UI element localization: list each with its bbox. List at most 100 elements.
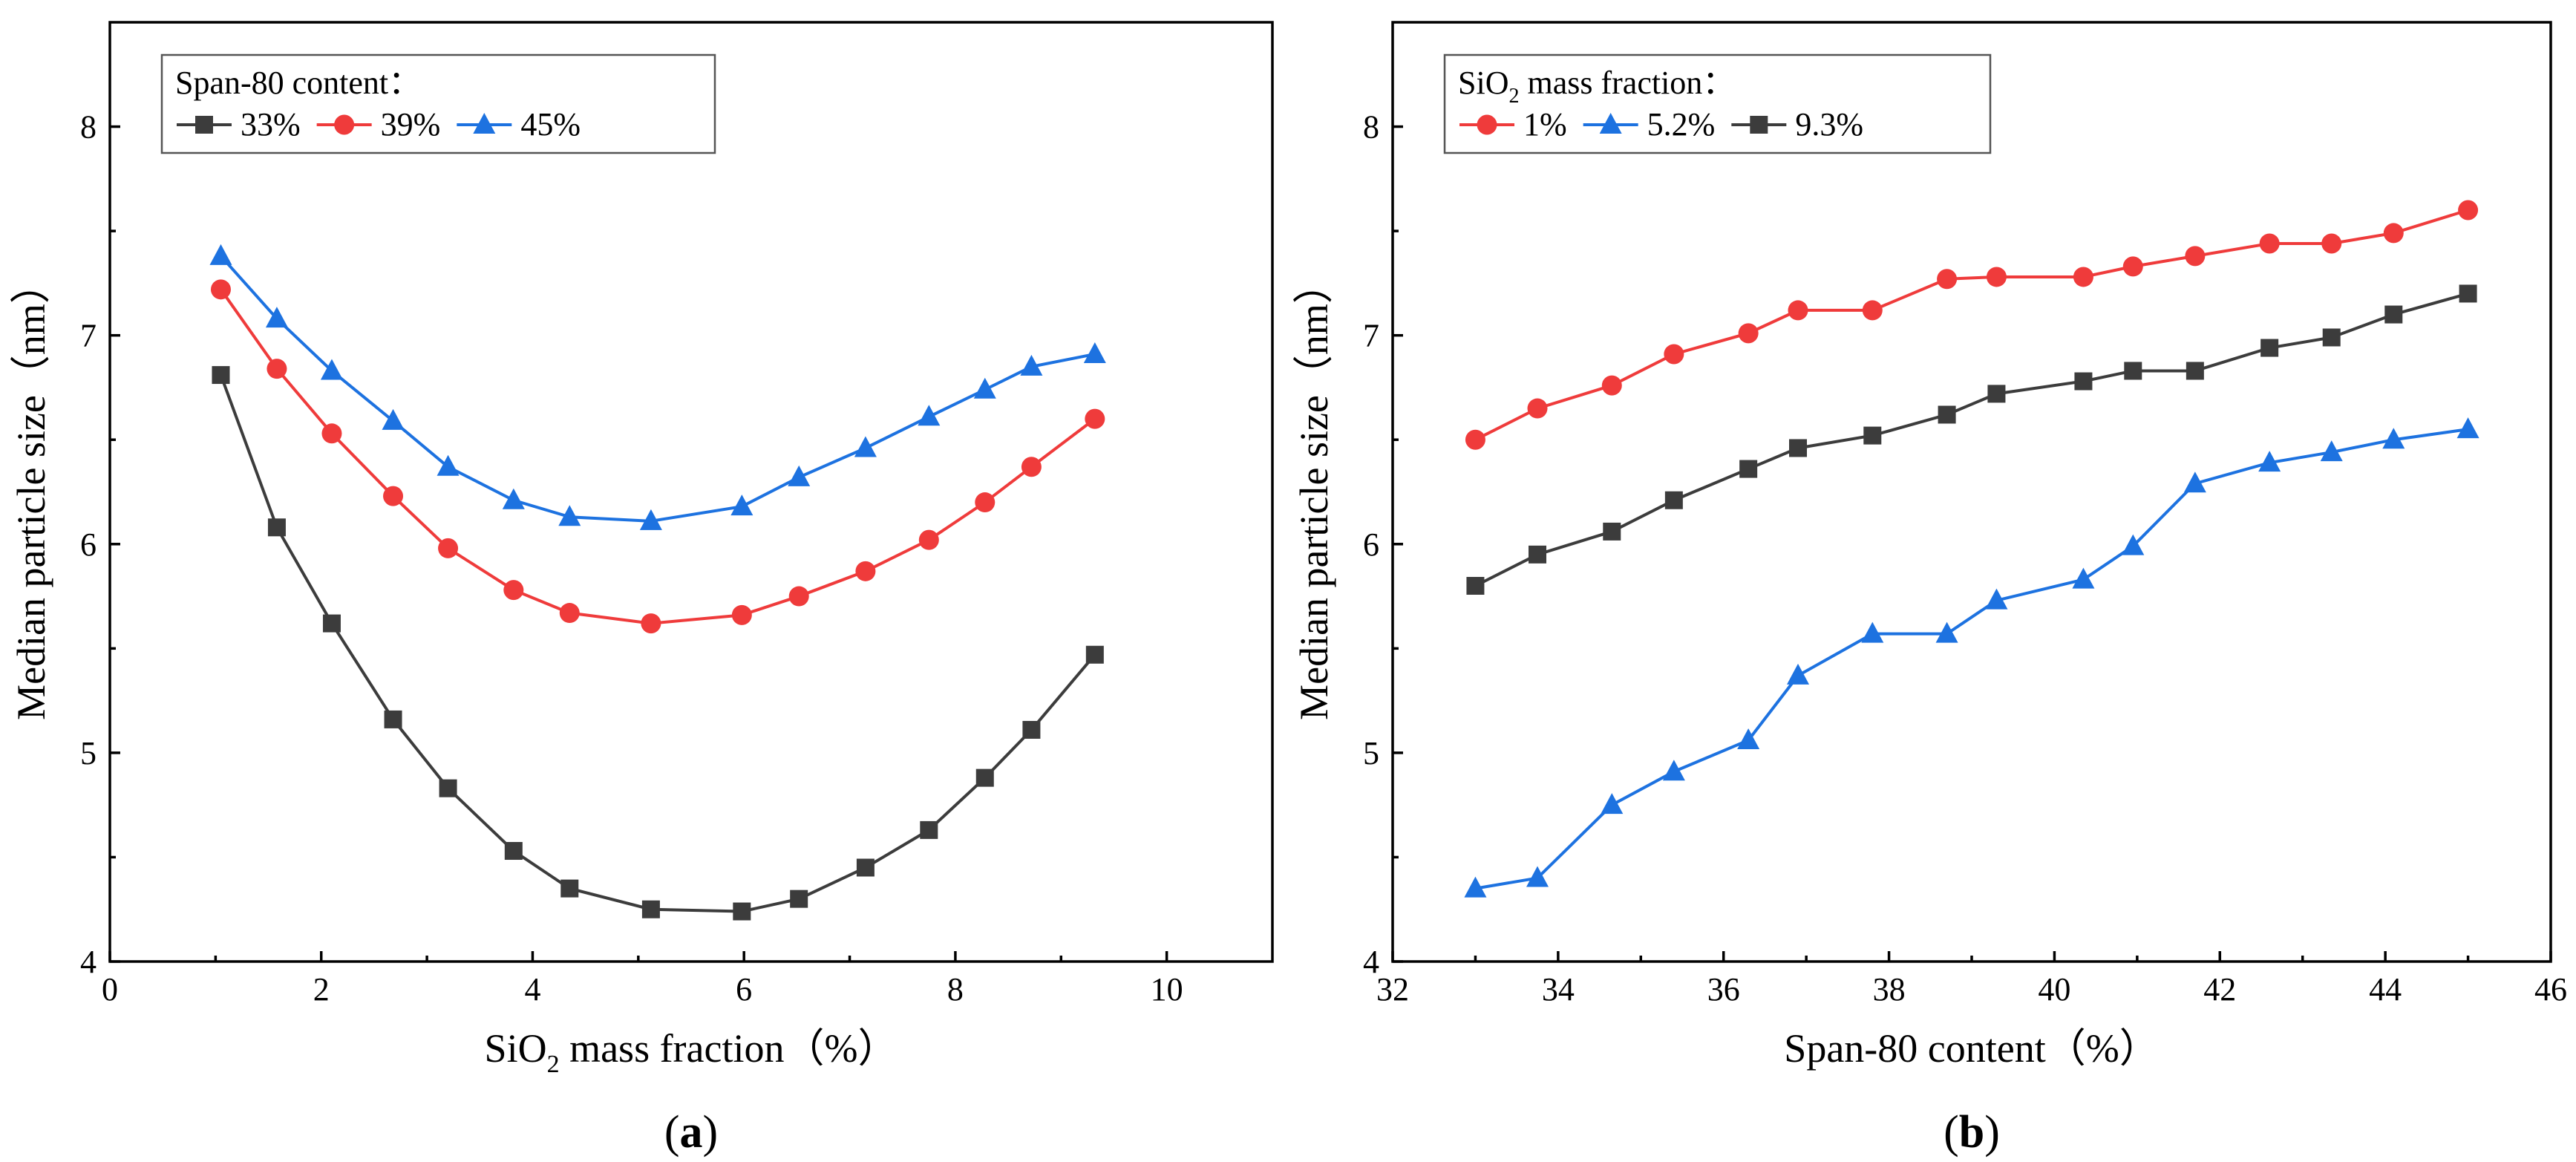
series-line [1474, 292, 2469, 587]
data-point [918, 529, 939, 550]
data-point [2072, 567, 2095, 589]
legend-title-suffix: ： [388, 65, 421, 101]
data-point [641, 613, 661, 634]
series-39% [210, 279, 1105, 634]
data-point [1664, 344, 1684, 365]
data-point [639, 509, 662, 530]
series-5.2% [1464, 417, 2479, 898]
data-point [2186, 362, 2204, 380]
data-point [1985, 588, 2008, 610]
data-point [384, 710, 402, 728]
data-point [1986, 267, 2007, 287]
legend-box [1443, 53, 1992, 154]
data-point [1465, 429, 1485, 450]
data-point [1529, 545, 1546, 564]
x-tick-label: 32 [1376, 971, 1409, 1008]
panel-label-letter: a [680, 1107, 703, 1158]
data-point [1022, 720, 1041, 739]
x-axis-label-suffix: mass fraction（%） [560, 1026, 898, 1071]
data-point [320, 359, 343, 380]
panel-label-open: ( [1944, 1107, 1959, 1158]
data-point [2185, 246, 2206, 267]
data-point [2458, 200, 2479, 221]
data-point [502, 488, 525, 509]
data-point [2459, 284, 2477, 303]
data-point [1601, 375, 1622, 396]
data-point [439, 779, 457, 797]
data-point [503, 580, 524, 601]
data-point [2073, 267, 2093, 287]
data-point [2456, 417, 2479, 439]
data-point [1466, 577, 1485, 595]
legend-marker [1750, 116, 1768, 134]
data-point [2382, 428, 2405, 449]
data-point [641, 900, 660, 918]
legend-title-prefix: Span-80 content [175, 65, 388, 101]
data-point [2122, 256, 2143, 277]
data-point [2074, 372, 2093, 391]
legend-marker [473, 113, 496, 134]
data-point [920, 820, 938, 839]
panel-label: (a) [664, 1107, 718, 1158]
x-axis-label: SiO2 mass fraction（%） [485, 1026, 898, 1078]
data-point [918, 405, 941, 426]
data-point [1863, 426, 1882, 445]
x-tick-label: 40 [2038, 971, 2070, 1008]
data-point [1787, 663, 1809, 685]
panel-label-close: ) [1984, 1107, 2000, 1158]
data-point [210, 279, 231, 300]
x-axis-label-prefix: Span-80 content（%） [1784, 1026, 2159, 1071]
data-point [504, 842, 523, 861]
x-tick-label: 38 [1873, 971, 1906, 1008]
data-point [2321, 233, 2342, 254]
chart-panel-b: 32 34 36 38 40 42 44 46 4 5 6 7 8 Span-80 content（%） M… [1292, 21, 2567, 1158]
data-point [2259, 233, 2280, 254]
data-point [2383, 223, 2404, 244]
panel-label-open: ( [664, 1107, 680, 1158]
data-point [1861, 621, 1884, 643]
x-tick-label: 46 [2534, 971, 2567, 1008]
legend-label: 1% [1523, 106, 1567, 143]
data-point [2384, 305, 2403, 324]
legend-title-subscript: 2 [1508, 85, 1519, 108]
x-tick-label: 42 [2203, 971, 2236, 1008]
data-point [731, 604, 752, 625]
data-point [2320, 440, 2343, 462]
data-point [1601, 793, 1624, 815]
data-point [1738, 323, 1759, 344]
legend: Span-80 content： 33% 39% 45% [160, 53, 716, 154]
data-point [1662, 760, 1685, 781]
plot-frame [108, 21, 1274, 963]
data-point [2322, 328, 2341, 347]
x-tick-label: 36 [1707, 971, 1740, 1008]
data-point [1987, 385, 2006, 403]
series-line [1475, 428, 2468, 890]
data-point [1085, 408, 1105, 429]
series-line [1474, 209, 2469, 442]
data-point [1788, 300, 1808, 321]
data-point [973, 377, 996, 399]
legend-title: SiO2 mass fraction： [1458, 65, 1735, 108]
panel-label-close: ) [703, 1107, 719, 1158]
data-point [1937, 269, 1958, 290]
x-tick-label: 4 [524, 971, 540, 1008]
y-axis-label: Median particle size（nm） [1292, 264, 1336, 720]
y-tick-label: 4 [80, 944, 97, 980]
x-tick-label: 44 [2369, 971, 2402, 1008]
y-tick-label: 7 [1363, 318, 1379, 354]
y-axis-label: Median particle size（nm） [9, 264, 53, 720]
plot-frame [1391, 21, 2552, 963]
legend-marker [334, 114, 355, 135]
data-point [212, 366, 230, 385]
data-point [437, 454, 460, 476]
data-point [1020, 354, 1043, 376]
data-point [559, 603, 580, 624]
legend-marker [1477, 114, 1497, 135]
data-point [1739, 460, 1758, 478]
data-point [383, 486, 404, 506]
legend-title-suffix: mass fraction： [1519, 65, 1735, 101]
data-point [1789, 439, 1807, 457]
data-point [2260, 339, 2279, 357]
legend-box [160, 53, 716, 154]
